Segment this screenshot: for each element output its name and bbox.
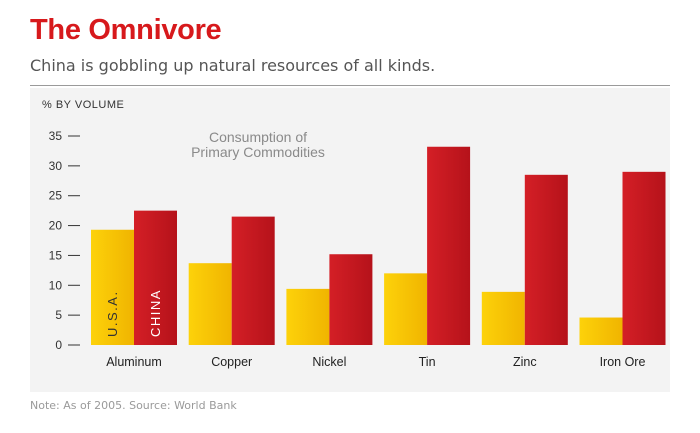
page-subtitle: China is gobbling up natural resources o… bbox=[30, 56, 436, 75]
x-category-label: Copper bbox=[211, 355, 252, 369]
y-tick-label: 10 bbox=[49, 278, 63, 292]
page-title: The Omnivore bbox=[30, 14, 222, 46]
bar-china-copper bbox=[231, 216, 275, 345]
x-category-label: Nickel bbox=[312, 355, 346, 369]
bar-usa-zinc bbox=[481, 291, 525, 345]
series-label: CHINA bbox=[148, 289, 163, 337]
bar-china-nickel bbox=[329, 254, 373, 345]
series-label: U.S.A. bbox=[105, 290, 120, 337]
x-category-label: Tin bbox=[419, 355, 436, 369]
bar-china-aluminum bbox=[134, 210, 177, 345]
y-tick-label: 30 bbox=[49, 159, 63, 173]
chart-title-line: Primary Commodities bbox=[191, 144, 325, 160]
bar-usa-iron-ore bbox=[579, 317, 623, 345]
bar-usa-tin bbox=[384, 273, 428, 345]
y-tick-label: 15 bbox=[49, 248, 63, 262]
bar-usa-nickel bbox=[286, 288, 330, 345]
y-tick-label: 0 bbox=[55, 338, 62, 352]
bar-usa-aluminum bbox=[91, 229, 134, 345]
bar-china-iron-ore bbox=[622, 171, 666, 345]
bar-china-zinc bbox=[524, 174, 568, 345]
y-tick-label: 35 bbox=[49, 129, 63, 143]
source-note: Note: As of 2005. Source: World Bank bbox=[30, 399, 237, 412]
header-divider bbox=[30, 85, 670, 86]
bar-usa-copper bbox=[188, 263, 232, 345]
x-category-label: Iron Ore bbox=[600, 355, 646, 369]
y-axis-label: % BY VOLUME bbox=[42, 99, 124, 111]
x-category-label: Zinc bbox=[513, 355, 537, 369]
y-tick-label: 25 bbox=[49, 189, 63, 203]
x-category-label: Aluminum bbox=[106, 355, 162, 369]
bar-china-tin bbox=[427, 146, 471, 345]
chart-title-line: Consumption of bbox=[209, 129, 307, 145]
y-tick-label: 20 bbox=[49, 219, 63, 233]
y-tick-label: 5 bbox=[55, 308, 62, 322]
